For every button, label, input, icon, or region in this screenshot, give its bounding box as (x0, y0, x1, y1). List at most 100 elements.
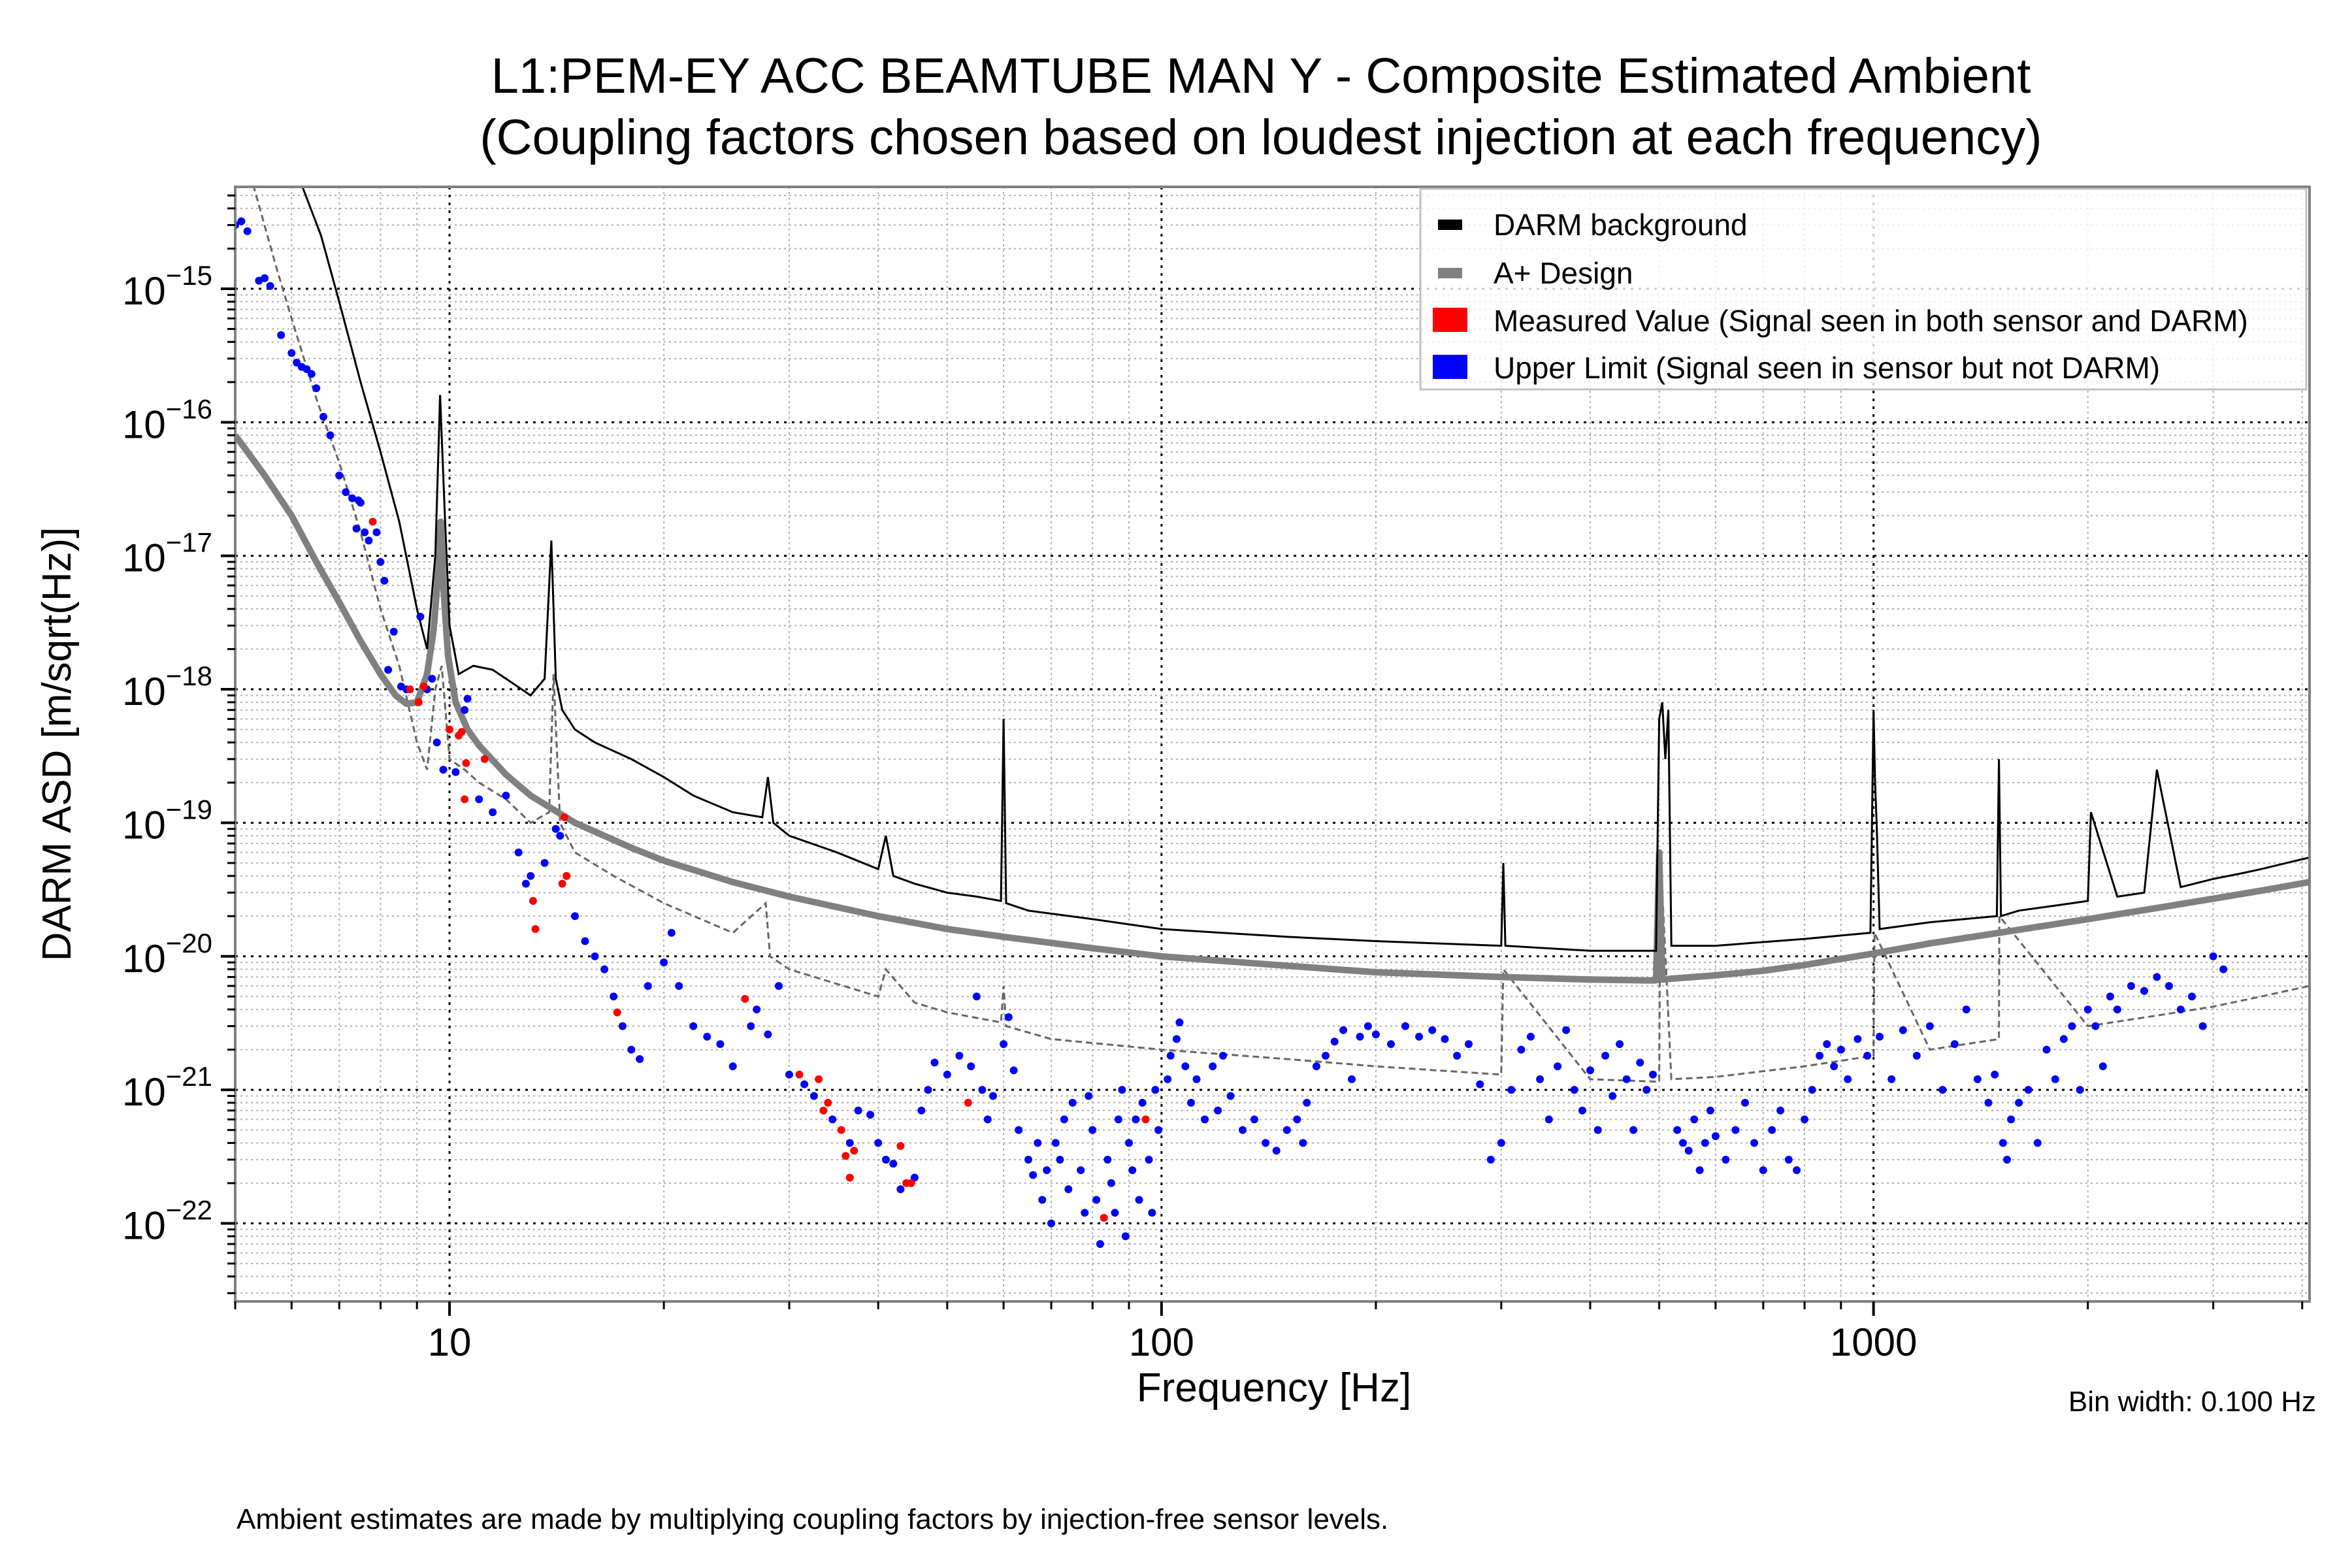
minor-grid (235, 187, 2310, 1301)
upper-limit-point (1148, 1209, 1156, 1217)
upper-limit-point (2198, 1022, 2207, 1030)
upper-limit-point (1135, 1196, 1143, 1204)
upper-limit-point (514, 848, 523, 857)
legend-swatch-patch (1433, 308, 1467, 332)
upper-limit-point (302, 365, 311, 373)
upper-limit-point (1837, 1045, 1845, 1054)
upper-limit-point (1441, 1035, 1449, 1043)
upper-limit-point (636, 1055, 644, 1063)
measured-value-point (837, 1126, 845, 1134)
upper-limit-point (1622, 1075, 1631, 1083)
upper-limit-point (1051, 1139, 1060, 1147)
upper-limit-point (1428, 1026, 1437, 1034)
upper-limit-point (660, 958, 668, 967)
upper-limit-point (716, 1040, 725, 1049)
measured-value-point (613, 1008, 621, 1017)
measured-value-point (841, 1152, 850, 1160)
upper-limit-point (1128, 1166, 1137, 1175)
upper-limit-point (319, 412, 327, 421)
upper-limit-point (1226, 1092, 1235, 1100)
upper-limit-point (1816, 1051, 1824, 1060)
x-axis-label: Frequency [Hz] (1137, 1365, 1411, 1411)
legend-swatch-patch (1433, 355, 1467, 379)
upper-limit-point (2164, 982, 2173, 990)
upper-limit-point (1636, 1058, 1644, 1067)
upper-limit-point (2076, 1086, 2084, 1094)
upper-limit-point (1887, 1075, 1896, 1083)
upper-limit-point (775, 982, 783, 990)
upper-limit-point (2042, 1045, 2051, 1054)
upper-limit-point (989, 1092, 997, 1100)
upper-limit-point (1984, 1098, 1993, 1107)
measured-value-point (824, 1098, 832, 1107)
upper-limit-point (1854, 1035, 1862, 1043)
upper-limit-point (1863, 1051, 1872, 1060)
upper-limit-point (1415, 1032, 1424, 1041)
upper-limit-point (1132, 1115, 1140, 1124)
legend-swatch-line (1438, 268, 1462, 278)
upper-limit-point (1673, 1126, 1682, 1134)
upper-limit-point (809, 1092, 818, 1100)
measured-value-point (406, 685, 414, 694)
measured-value-point (414, 698, 423, 706)
legend-swatch-line (1438, 220, 1462, 230)
upper-limit-point (326, 431, 335, 440)
upper-limit-point (1593, 1126, 1602, 1134)
upper-limit-point (389, 627, 398, 636)
upper-limit-point (540, 858, 549, 867)
upper-limit-point (728, 1062, 737, 1071)
x-tick-labels: 10 100 1000 (428, 1320, 1918, 1364)
upper-limit-point (1145, 1156, 1153, 1164)
upper-limit-point (1759, 1166, 1767, 1175)
upper-limit-point (1722, 1156, 1730, 1164)
upper-limit-point (1962, 1005, 1970, 1014)
x-tick-label: 100 (1129, 1320, 1194, 1364)
upper-limit-point (1649, 1070, 1657, 1079)
measured-value-point (462, 759, 470, 767)
measured-value-point (902, 1179, 911, 1187)
upper-limit-point (356, 498, 365, 507)
upper-limit-point (342, 488, 350, 497)
legend-label: Upper Limit (Signal seen in sensor but n… (1494, 351, 2160, 385)
upper-limit-point (1348, 1075, 1356, 1083)
measured-value-point (461, 795, 469, 804)
upper-limit-point (627, 1045, 636, 1054)
upper-limit-point (2051, 1075, 2059, 1083)
y-tick-label: 10−20 (122, 928, 212, 981)
measured-value-point (563, 872, 571, 880)
upper-limit-point (1544, 1115, 1553, 1124)
upper-limit-point (972, 992, 981, 1001)
upper-limit-point (2024, 1086, 2033, 1094)
upper-limit-point (1793, 1166, 1801, 1175)
upper-limit-point (463, 694, 472, 703)
y-tick-label: 10−19 (122, 794, 212, 847)
upper-limit-point (1750, 1139, 1759, 1147)
x-tick-label: 10 (428, 1320, 472, 1364)
upper-limit-point (352, 525, 361, 532)
upper-limit-point (372, 528, 381, 536)
upper-limit-point (1371, 1030, 1380, 1039)
upper-limit-point (1085, 1092, 1093, 1100)
upper-limit-point (2007, 1115, 2016, 1124)
upper-limit-point (451, 768, 460, 776)
upper-limit-point (1801, 1115, 1808, 1124)
upper-limit-point (1364, 1022, 1372, 1030)
upper-limit-point (1642, 1086, 1651, 1094)
upper-limit-point (1999, 1139, 2007, 1147)
upper-limit-point (828, 1115, 837, 1124)
upper-limit-point (475, 795, 483, 804)
upper-limit-point (1741, 1098, 1749, 1107)
y-tick-label: 10−22 (122, 1194, 212, 1247)
upper-limit-point (785, 1070, 793, 1079)
upper-limit-point (2176, 1005, 2185, 1014)
series-line-aplus-design (235, 433, 2310, 984)
upper-limit-point (703, 1032, 711, 1041)
legend-label: DARM background (1494, 208, 1748, 242)
footnote: Ambient estimates are made by multiplyin… (237, 1503, 1388, 1535)
upper-limit-point (1356, 1032, 1364, 1041)
upper-limit-point (1476, 1080, 1484, 1088)
upper-limit-point (2068, 1022, 2076, 1030)
upper-limit-point (1303, 1098, 1311, 1107)
upper-limit-point (365, 536, 373, 545)
upper-limit-point (2033, 1139, 2042, 1147)
